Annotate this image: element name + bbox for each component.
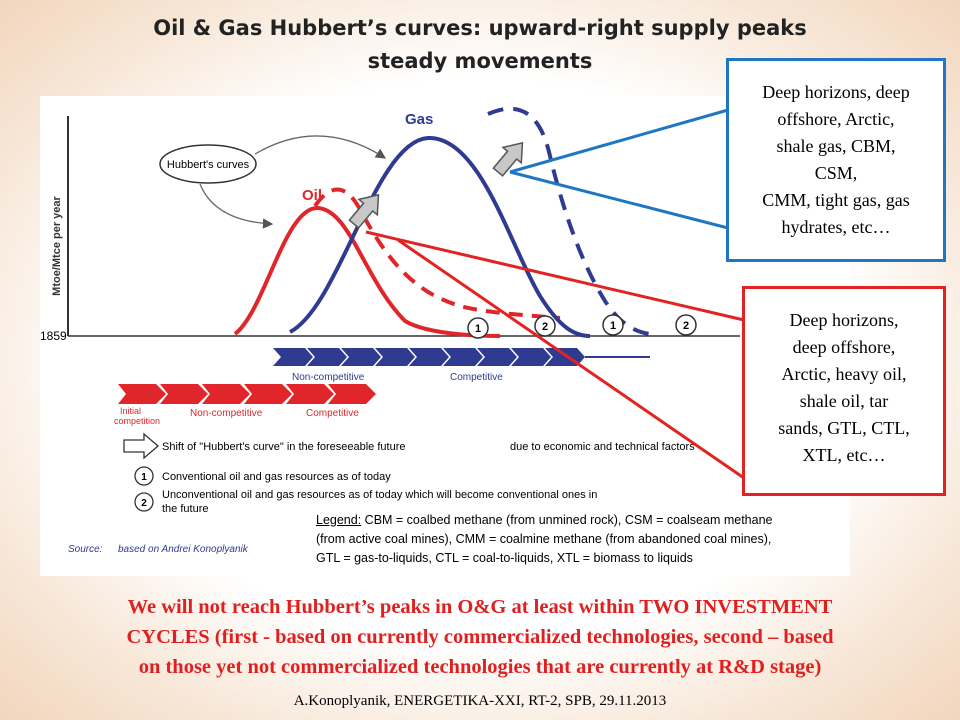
gas-callout-line-4: CSM, bbox=[814, 163, 858, 183]
source-text: based on Andrei Konoplyanik bbox=[118, 544, 249, 555]
oil-curve-current bbox=[233, 205, 501, 338]
y-axis-label: Mtoe/Mtce per year bbox=[51, 195, 63, 295]
gas-callout-line-5: CMM, tight gas, gas bbox=[762, 190, 910, 210]
oil-callout-line-3: Arctic, heavy oil, bbox=[781, 364, 907, 384]
gas-stage-bar bbox=[273, 348, 585, 366]
note-1-marker bbox=[134, 466, 154, 486]
note-2-number: 2 bbox=[141, 498, 147, 509]
conclusion-text: We will not reach Hubbert’s peaks in O&G… bbox=[18, 592, 942, 682]
marker-2-oil: 2 bbox=[534, 315, 556, 337]
slide-title: Oil & Gas Hubbert’s curves: upward-right… bbox=[40, 12, 920, 78]
title-line-1: Oil & Gas Hubbert’s curves: upward-right… bbox=[153, 16, 807, 40]
bubble-to-oil-pointer bbox=[199, 183, 274, 229]
conclusion-line-3: on those yet not commercialized technolo… bbox=[138, 656, 822, 678]
gas-axis-label: Gas bbox=[558, 351, 581, 365]
gas-curve-shifted bbox=[487, 106, 651, 336]
conclusion-line-1: We will not reach Hubbert’s peaks in O&G… bbox=[127, 596, 833, 618]
note-2-marker bbox=[134, 492, 154, 512]
note-2-text-2: the future bbox=[162, 503, 208, 515]
oil-callout-line-2: deep offshore, bbox=[792, 337, 896, 357]
shift-legend-text: Shift of "Hubbert's curve" in the forese… bbox=[162, 441, 406, 453]
marker-1-oil: 1 bbox=[467, 317, 489, 339]
oil-shift-arrow bbox=[348, 193, 380, 229]
oil-curve-shifted bbox=[313, 187, 561, 320]
oil-callout-box: Deep horizons, deep offshore, Arctic, he… bbox=[742, 286, 946, 496]
marker-2-gas: 2 bbox=[675, 314, 697, 336]
hubbert-bubble bbox=[159, 144, 257, 184]
svg-text:2: 2 bbox=[542, 321, 548, 333]
legend-text-1: CBM = coalbed methane (from unmined rock… bbox=[361, 513, 773, 527]
svg-text:2: 2 bbox=[683, 320, 689, 332]
oil-callout-line-1: Deep horizons, bbox=[789, 310, 899, 330]
gas-curve-current bbox=[289, 135, 591, 338]
oil-callout-line-4: shale oil, tar bbox=[799, 391, 889, 411]
gas-stage-competitive: Competitive bbox=[450, 372, 503, 383]
source-label: Source: bbox=[68, 544, 103, 555]
hubbert-bubble-label: Hubbert's curves bbox=[167, 159, 250, 171]
oil-stage-initial-2: competition bbox=[114, 416, 160, 426]
svg-text:1: 1 bbox=[610, 320, 616, 332]
slide-footer: A.Konoplyanik, ENERGETIKA-XXI, RT-2, SPB… bbox=[293, 693, 667, 709]
legend-label: Legend: bbox=[316, 513, 362, 527]
gas-callout-line-3: shale gas, CBM, bbox=[776, 136, 896, 156]
shift-legend-reason: due to economic and technical factors bbox=[510, 441, 695, 453]
oil-stage-initial-1: Initial bbox=[120, 406, 141, 416]
note-1-text: Conventional oil and gas resources as of… bbox=[162, 471, 391, 483]
start-year-label: 1859 bbox=[40, 329, 67, 343]
oil-label: Oil bbox=[302, 187, 322, 204]
svg-text:1: 1 bbox=[475, 323, 481, 335]
oil-callout-line-6: XTL, etc… bbox=[802, 445, 886, 465]
title-line-2: steady movements bbox=[367, 49, 593, 73]
bubble-to-gas-pointer bbox=[254, 135, 387, 159]
marker-1-gas: 1 bbox=[602, 314, 624, 336]
abbreviation-legend: Legend: CBM = coalbed methane (from unmi… bbox=[316, 511, 856, 568]
legend-line-2: (from active coal mines), CMM = coalmine… bbox=[316, 532, 772, 546]
note-1-number: 1 bbox=[141, 472, 147, 483]
legend-line-3: GTL = gas-to-liquids, CTL = coal-to-liqu… bbox=[316, 551, 693, 565]
shift-legend-arrow bbox=[123, 432, 159, 460]
conclusion-line-2: CYCLES (first - based on currently comme… bbox=[126, 626, 834, 648]
gas-shift-arrow bbox=[492, 141, 524, 177]
oil-stage-noncompetitive: Non-competitive bbox=[190, 408, 263, 419]
gas-callout-line-1: Deep horizons, deep bbox=[762, 82, 910, 102]
oil-stage-competitive: Competitive bbox=[306, 408, 359, 419]
legend-line-1: Legend: CBM = coalbed methane (from unmi… bbox=[316, 511, 856, 530]
gas-callout-line-2: offshore, Arctic, bbox=[777, 109, 895, 129]
oil-stage-bar bbox=[118, 384, 376, 404]
gas-callout-line-6: hydrates, etc… bbox=[781, 217, 891, 237]
gas-label: Gas bbox=[405, 111, 433, 128]
gas-callout-box: Deep horizons, deep offshore, Arctic, sh… bbox=[726, 58, 946, 262]
note-2-text-1: Unconventional oil and gas resources as … bbox=[162, 489, 597, 501]
gas-stage-noncompetitive: Non-competitive bbox=[292, 372, 365, 383]
oil-callout-line-5: sands, GTL, CTL, bbox=[778, 418, 910, 438]
